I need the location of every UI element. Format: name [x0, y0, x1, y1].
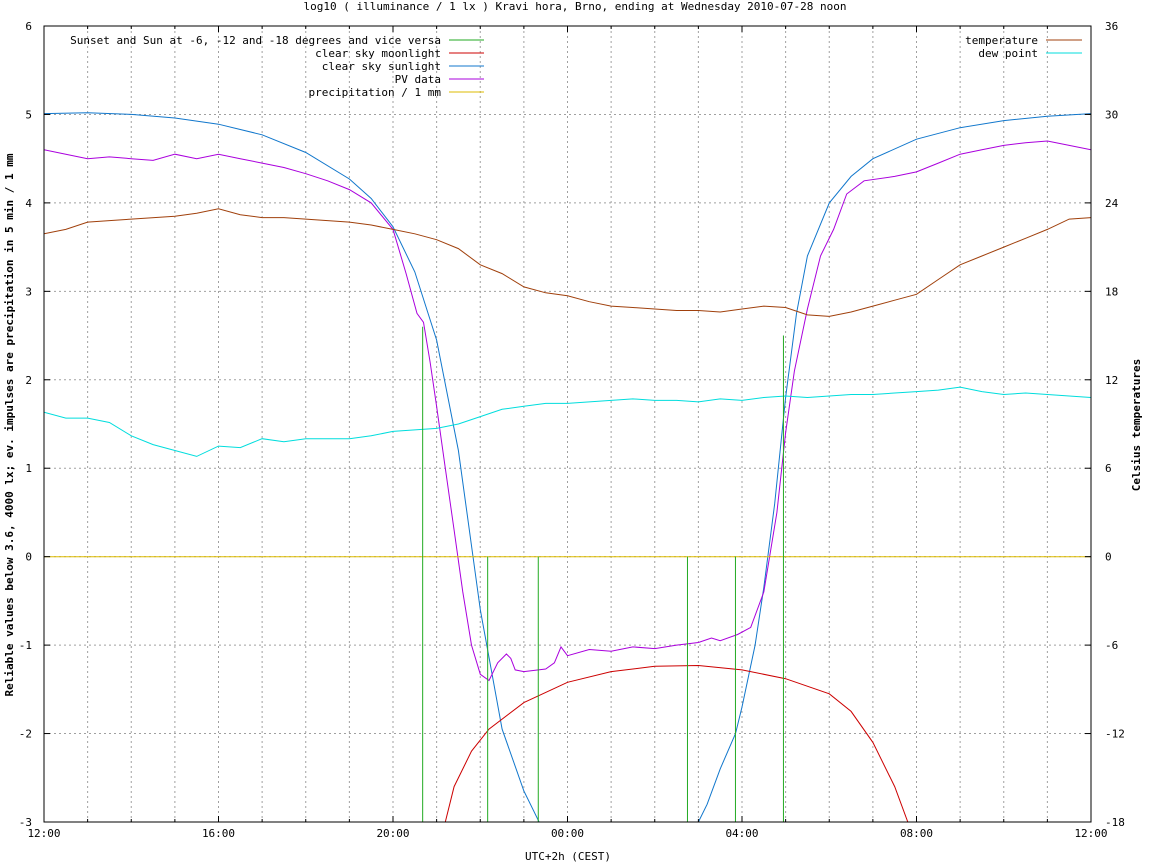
x-axis-label: UTC+2h (CEST)	[525, 850, 611, 863]
series-clear-sky-moonlight	[444, 664, 909, 822]
y2-tick-label: -12	[1105, 728, 1125, 741]
y-tick-label: -1	[19, 639, 32, 652]
x-tick-label: 12:00	[27, 827, 60, 840]
series-pv-data	[44, 140, 1091, 682]
series-dew-point	[44, 386, 1091, 457]
legend-left-label: Sunset and Sun at -6, -12 and -18 degree…	[70, 34, 441, 47]
x-tick-label: 08:00	[900, 827, 933, 840]
legend-left-label: PV data	[395, 73, 441, 86]
y-axis-label: Reliable values below 3.6, 4000 lx; ev. …	[3, 153, 16, 696]
axes: 12:00 16:00 20:00 00:00 04:00 08:00 12:00-3-2-…	[19, 20, 1125, 840]
legend-left-label: precipitation / 1 mm	[309, 86, 442, 99]
legend-left-label: clear sky sunlight	[322, 60, 441, 73]
series-temperature	[44, 208, 1091, 317]
y2-tick-label: -18	[1105, 816, 1125, 829]
y-tick-label: 2	[25, 374, 32, 387]
chart-title: log10 ( illuminance / 1 lx ) Kravi hora,…	[303, 0, 846, 13]
y2-tick-label: 6	[1105, 462, 1112, 475]
y-tick-label: -2	[19, 728, 32, 741]
series-clear-sky-sunlight	[44, 112, 540, 822]
y2-tick-label: 12	[1105, 374, 1118, 387]
legend-right-label: temperature	[965, 34, 1038, 47]
y-tick-label: 3	[25, 285, 32, 298]
x-tick-label: 00:00	[551, 827, 584, 840]
y-tick-label: 1	[25, 462, 32, 475]
series-layer	[44, 112, 1091, 822]
x-tick-label: 20:00	[376, 827, 409, 840]
y-tick-label: 4	[25, 197, 32, 210]
y2-tick-label: 30	[1105, 108, 1118, 121]
x-tick-label: 16:00	[202, 827, 235, 840]
y-tick-label: 0	[25, 551, 32, 564]
y2-tick-label: -6	[1105, 639, 1118, 652]
y2-tick-label: 36	[1105, 20, 1118, 33]
x-tick-label: 12:00	[1074, 827, 1107, 840]
series-group	[44, 112, 1091, 822]
y-tick-label: 5	[25, 108, 32, 121]
y2-tick-label: 18	[1105, 285, 1118, 298]
legend-left-label: clear sky moonlight	[315, 47, 441, 60]
y2-tick-label: 0	[1105, 551, 1112, 564]
y2-tick-label: 24	[1105, 197, 1119, 210]
legend-right-label: dew point	[978, 47, 1038, 60]
y-tick-label: -3	[19, 816, 32, 829]
legend: Sunset and Sun at -6, -12 and -18 degree…	[70, 34, 1082, 99]
x-tick-label: 04:00	[725, 827, 758, 840]
y-tick-label: 6	[25, 20, 32, 33]
y2-axis-label: Celsius temperatures	[1130, 359, 1143, 491]
